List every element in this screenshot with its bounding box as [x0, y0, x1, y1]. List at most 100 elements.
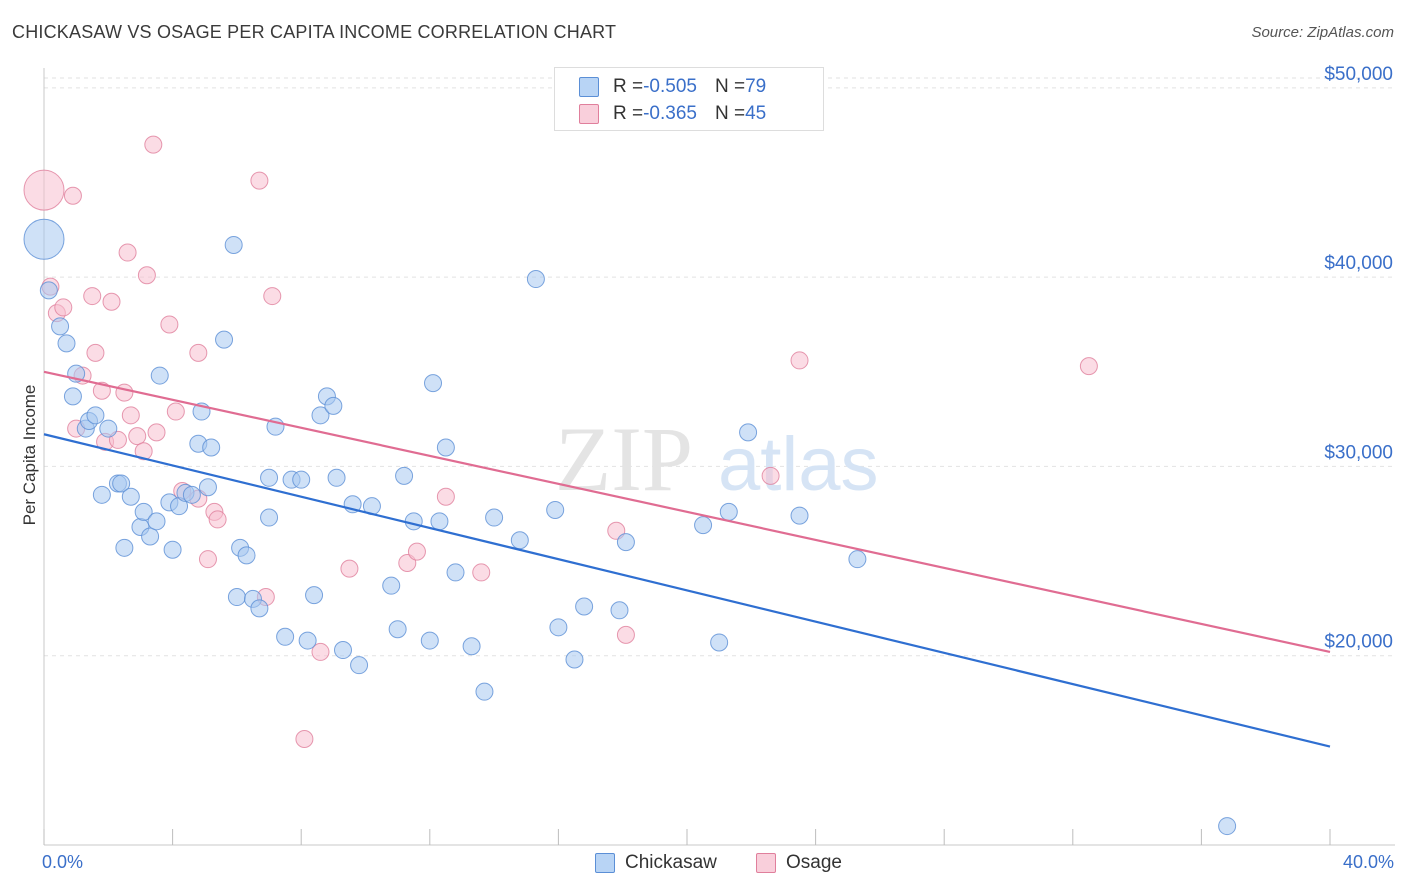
source-label: Source: ZipAtlas.com	[1251, 24, 1394, 41]
chickasaw-point	[141, 527, 160, 546]
r-label: R =	[613, 103, 644, 124]
n-label: N =	[714, 103, 746, 124]
osage-point	[263, 287, 282, 306]
chickasaw-point	[163, 540, 182, 559]
chickasaw-trend-line	[43, 433, 1331, 748]
r-value: -0.505	[643, 76, 697, 97]
osage-point	[86, 343, 105, 362]
chickasaw-point	[710, 633, 729, 652]
chickasaw-point	[616, 533, 635, 552]
osage-swatch	[579, 104, 599, 124]
y-tick-label: $50,000	[1324, 64, 1393, 85]
chickasaw-point	[395, 466, 414, 485]
chickasaw-point	[719, 502, 738, 521]
chickasaw-point	[39, 281, 58, 300]
chickasaw-point	[237, 546, 256, 565]
chickasaw-point	[350, 656, 369, 675]
chickasaw-point	[99, 419, 118, 438]
chickasaw-point	[446, 563, 465, 582]
chickasaw-point	[198, 478, 217, 497]
chickasaw-point	[63, 387, 82, 406]
chickasaw-point	[112, 474, 131, 493]
legend-label-osage: Osage	[786, 852, 842, 873]
osage-point	[134, 442, 153, 461]
chickasaw-point	[424, 374, 443, 393]
chickasaw-point	[388, 620, 407, 639]
x-tick-label-min: 0.0%	[42, 852, 84, 872]
chickasaw-point	[115, 538, 134, 557]
chickasaw-point	[227, 588, 246, 607]
legend-item-osage: Osage	[756, 852, 842, 874]
osage-point	[311, 642, 330, 661]
chickasaw-point	[182, 485, 201, 504]
chickasaw-point	[260, 508, 279, 527]
y-tick-labels: $20,000 $30,000 $40,000 $50,000	[1324, 64, 1393, 653]
osage-point	[166, 402, 185, 421]
chickasaw-point	[739, 423, 758, 442]
chickasaw-point	[224, 235, 243, 254]
chickasaw-point	[51, 317, 70, 336]
chickasaw-point	[150, 366, 169, 385]
osage-point	[295, 730, 314, 748]
osage-point	[23, 169, 65, 211]
chickasaw-point	[565, 650, 584, 669]
chickasaw-point	[298, 631, 317, 650]
legend-row-osage: R = -0.365 N = 45	[579, 103, 766, 125]
osage-point	[208, 510, 227, 529]
chickasaw-swatch	[595, 853, 615, 873]
chickasaw-point	[327, 468, 346, 487]
chickasaw-point	[1218, 817, 1237, 836]
osage-point	[790, 351, 809, 370]
chickasaw-point	[121, 487, 140, 506]
chickasaw-point	[436, 438, 455, 457]
osage-point	[1079, 357, 1098, 376]
chickasaw-point	[790, 506, 809, 525]
chickasaw-points	[23, 218, 1237, 836]
chickasaw-point	[311, 406, 330, 425]
chickasaw-point	[250, 599, 269, 618]
chickasaw-point	[526, 270, 545, 289]
osage-point	[118, 243, 137, 262]
osage-point	[144, 135, 163, 154]
chickasaw-point	[462, 637, 481, 656]
chickasaw-point	[134, 502, 153, 521]
chickasaw-point	[694, 516, 713, 535]
osage-point	[63, 186, 82, 205]
chickasaw-point	[305, 586, 324, 605]
osage-swatch	[756, 853, 776, 873]
chickasaw-point	[202, 438, 221, 457]
grid	[44, 77, 1395, 657]
y-tick-label: $30,000	[1324, 442, 1393, 463]
chickasaw-point	[23, 218, 65, 260]
chickasaw-point	[276, 627, 295, 646]
chickasaw-point	[324, 396, 343, 415]
osage-point	[198, 550, 217, 569]
osage-point	[160, 315, 179, 334]
chickasaw-point	[420, 631, 439, 650]
chickasaw-point	[147, 512, 166, 531]
chickasaw-point	[260, 468, 279, 487]
osage-point	[92, 381, 111, 400]
trend-lines	[43, 370, 1331, 748]
osage-point	[102, 292, 121, 311]
chickasaw-point	[92, 485, 111, 504]
osage-points	[23, 135, 1098, 748]
x-tick-label-max: 40.0%	[1342, 852, 1394, 872]
legend-label-chickasaw: Chickasaw	[625, 852, 717, 873]
chickasaw-point	[610, 601, 629, 620]
osage-point	[250, 171, 269, 190]
osage-point	[121, 406, 140, 425]
r-label: R =	[613, 76, 644, 97]
osage-point	[137, 266, 156, 285]
y-tick-label: $40,000	[1324, 253, 1393, 274]
osage-point	[54, 298, 73, 317]
chickasaw-point	[848, 550, 867, 569]
chickasaw-point	[549, 618, 568, 637]
r-value: -0.365	[643, 103, 697, 124]
osage-point	[616, 625, 635, 644]
chickasaw-point	[575, 597, 594, 616]
chickasaw-point	[485, 508, 504, 527]
chickasaw-point	[430, 512, 449, 531]
osage-point	[83, 287, 102, 306]
watermark-zip: ZIP	[555, 408, 693, 510]
